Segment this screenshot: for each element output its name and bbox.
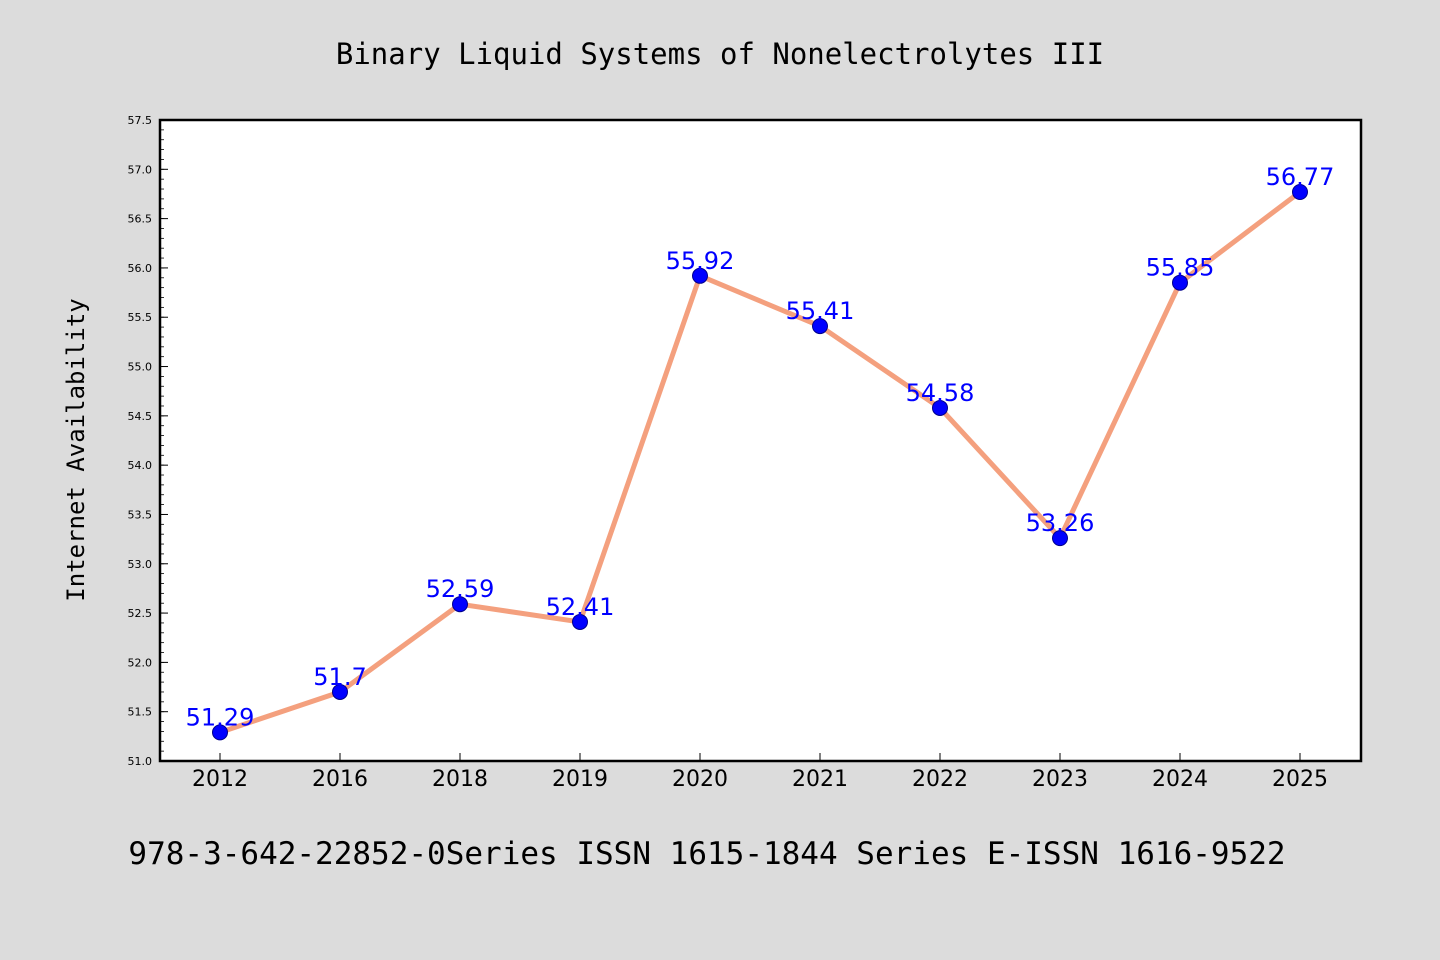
y-tick-label: 51.5 xyxy=(128,706,153,719)
y-tick-label: 54.5 xyxy=(128,410,153,423)
y-tick-label: 55.0 xyxy=(128,361,153,374)
x-tick-label: 2012 xyxy=(192,767,248,792)
y-tick-label: 55.5 xyxy=(128,311,153,324)
data-point xyxy=(692,267,708,284)
data-label: 56.77 xyxy=(1266,163,1335,191)
x-tick-label: 2023 xyxy=(1032,767,1088,792)
y-tick-label: 53.5 xyxy=(128,508,153,521)
data-label: 52.59 xyxy=(426,575,495,603)
y-tick-label: 51.0 xyxy=(128,755,153,768)
data-point xyxy=(812,318,828,335)
data-labels: 51.29 51.7 52.59 52.41 55.92 55.41 54.58 53.26 5… xyxy=(186,163,1335,731)
data-label: 52.41 xyxy=(546,593,615,621)
x-tick-label: 2022 xyxy=(912,767,968,792)
x-tick-label: 2019 xyxy=(552,767,608,792)
data-label: 55.41 xyxy=(786,297,855,325)
y-tick-label: 56.0 xyxy=(128,262,153,275)
data-point xyxy=(1292,183,1308,200)
data-point xyxy=(572,613,588,630)
y-tick-label: 57.5 xyxy=(128,114,153,127)
y-tick-label: 57.0 xyxy=(128,163,153,176)
data-label: 55.85 xyxy=(1146,254,1215,282)
y-tick-label: 52.5 xyxy=(128,607,153,620)
data-point xyxy=(932,399,948,416)
x-tick-label: 2021 xyxy=(792,767,848,792)
data-point xyxy=(1052,530,1068,547)
data-point xyxy=(212,724,228,741)
y-axis-label: Internet Availability xyxy=(62,298,90,601)
y-axis: 51.0 51.5 52.0 52.5 53.0 53.5 54.0 54.5 55.0 55.5… xyxy=(128,114,168,768)
x-tick-label: 2018 xyxy=(432,767,488,792)
data-label: 55.92 xyxy=(666,247,735,275)
data-label: 51.7 xyxy=(313,663,366,691)
data-points xyxy=(212,183,1308,741)
x-tick-label: 2020 xyxy=(672,767,728,792)
data-label: 51.29 xyxy=(186,703,255,731)
data-label: 54.58 xyxy=(906,379,975,407)
x-tick-label: 2016 xyxy=(312,767,368,792)
data-point xyxy=(1172,274,1188,291)
plot-area xyxy=(158,118,1363,763)
data-point xyxy=(452,596,468,613)
y-tick-label: 54.0 xyxy=(128,459,153,472)
x-tick-label: 2025 xyxy=(1272,767,1328,792)
x-axis: 2012 2016 2018 2019 2020 2021 2022 2023 2024 2025 xyxy=(192,753,1328,792)
footer-isbn-issn: 978-3-642-22852-0Series ISSN 1615-1844 S… xyxy=(128,836,1285,872)
series-line xyxy=(219,189,1302,735)
chart-title: Binary Liquid Systems of Nonelectrolytes… xyxy=(336,37,1104,71)
y-tick-label: 56.5 xyxy=(128,213,153,226)
y-tick-label: 53.0 xyxy=(128,558,153,571)
data-point xyxy=(332,683,348,700)
y-tick-label: 52.0 xyxy=(128,656,153,669)
data-label: 53.26 xyxy=(1026,509,1095,537)
x-tick-label: 2024 xyxy=(1152,767,1208,792)
